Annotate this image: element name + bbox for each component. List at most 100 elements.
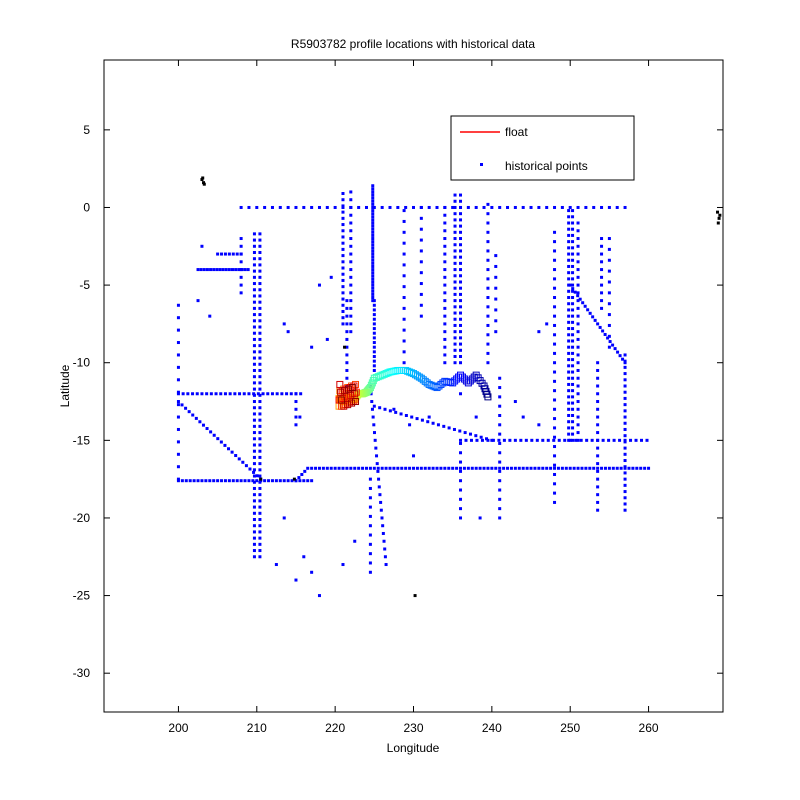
historical-point: [464, 438, 468, 442]
historical-point: [576, 291, 580, 295]
historical-point: [252, 486, 256, 490]
historical-point: [239, 283, 243, 287]
historical-point: [498, 395, 502, 399]
historical-point: [282, 479, 286, 483]
historical-point: [252, 443, 256, 447]
historical-point: [623, 427, 627, 431]
historical-point: [259, 479, 263, 483]
historical-point: [497, 438, 501, 442]
historical-point: [252, 511, 256, 515]
historical-point: [419, 303, 423, 307]
historical-point: [274, 479, 278, 483]
historical-point: [341, 272, 345, 276]
historical-point: [443, 283, 447, 287]
historical-point: [372, 322, 376, 326]
historical-point: [513, 400, 517, 404]
historical-point: [490, 438, 494, 442]
historical-point: [258, 431, 262, 435]
historical-point: [459, 323, 463, 327]
historical-point: [486, 323, 490, 327]
historical-point: [176, 303, 180, 307]
historical-point: [452, 427, 456, 431]
historical-point: [256, 392, 260, 396]
historical-point: [371, 218, 375, 222]
historical-point: [494, 466, 498, 470]
historical-point: [600, 237, 604, 241]
historical-point: [498, 376, 502, 380]
historical-point: [459, 218, 463, 222]
historical-point: [459, 249, 463, 253]
historical-point: [576, 438, 580, 442]
historical-point: [239, 275, 243, 279]
historical-points-marks: [176, 184, 651, 598]
historical-point: [412, 466, 415, 470]
historical-point: [608, 340, 612, 344]
historical-point: [459, 469, 463, 473]
historical-point: [402, 241, 406, 245]
historical-point: [258, 375, 262, 379]
float-marker: [337, 396, 345, 404]
historical-point: [345, 306, 349, 310]
historical-point: [258, 331, 262, 335]
x-tick-label: 250: [560, 721, 580, 735]
historical-point: [372, 327, 376, 331]
historical-point: [596, 322, 600, 326]
historical-point: [181, 392, 185, 396]
historical-point: [341, 223, 345, 227]
historical-point: [349, 229, 353, 233]
historical-point: [443, 322, 447, 326]
historical-point: [252, 244, 256, 248]
historical-point: [459, 330, 463, 334]
historical-point: [553, 398, 557, 402]
historical-point: [576, 283, 580, 287]
historical-point: [258, 288, 262, 292]
historical-point: [240, 268, 244, 272]
historical-point: [204, 479, 208, 483]
historical-point: [371, 215, 375, 219]
historical-point: [459, 224, 463, 228]
historical-point: [252, 480, 256, 484]
historical-point: [459, 305, 463, 309]
historical-point: [349, 221, 353, 225]
historical-point: [553, 351, 557, 355]
historical-point: [317, 594, 321, 598]
historical-point: [404, 205, 408, 209]
historical-point: [235, 479, 239, 483]
historical-point: [474, 434, 478, 438]
historical-point: [371, 209, 375, 213]
historical-point: [567, 252, 571, 256]
historical-point: [451, 466, 455, 470]
historical-point: [372, 431, 376, 435]
historical-point: [402, 339, 406, 343]
historical-point: [357, 466, 361, 470]
historical-point: [384, 563, 388, 567]
historical-point: [252, 493, 256, 497]
historical-point: [180, 403, 184, 407]
historical-point: [581, 301, 585, 305]
historical-point: [370, 407, 374, 411]
historical-point: [459, 342, 463, 346]
historical-point: [596, 415, 600, 419]
historical-point: [252, 431, 256, 435]
historical-point: [571, 432, 575, 436]
historical-point: [252, 300, 256, 304]
historical-point: [218, 268, 222, 272]
historical-point: [371, 261, 375, 265]
historical-point: [486, 333, 490, 337]
historical-point: [184, 479, 188, 483]
historical-point: [623, 446, 627, 450]
historical-point: [383, 555, 387, 559]
historical-point: [443, 229, 447, 233]
historical-point: [377, 477, 381, 481]
historical-point: [571, 252, 575, 256]
historical-point: [258, 424, 262, 428]
historical-point: [576, 221, 580, 225]
historical-point: [349, 466, 353, 470]
historical-point: [494, 264, 498, 268]
historical-point: [486, 277, 490, 281]
historical-point: [341, 266, 345, 270]
historical-point: [571, 287, 575, 291]
historical-point: [573, 290, 577, 294]
historical-point: [212, 433, 216, 437]
historical-point: [571, 314, 575, 318]
